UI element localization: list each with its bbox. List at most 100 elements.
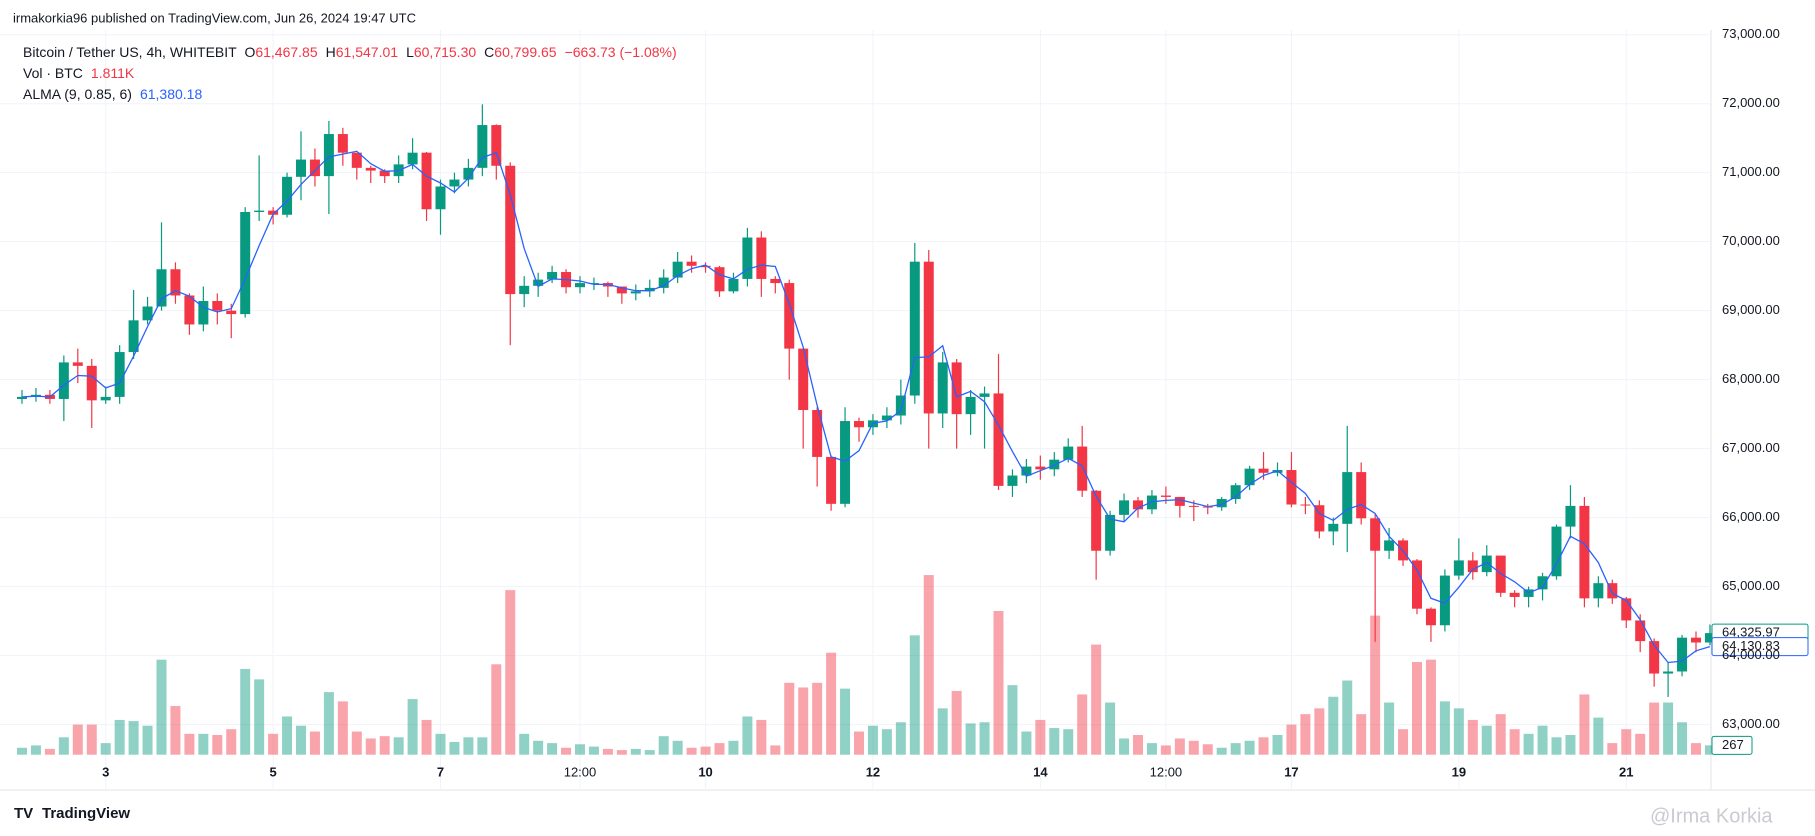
- candle-body: [812, 410, 823, 457]
- candle-body: [1551, 526, 1562, 577]
- candle-body: [881, 415, 892, 421]
- candle-body: [365, 167, 376, 171]
- volume-bar: [1579, 694, 1590, 755]
- candle-body: [1007, 475, 1018, 486]
- candle-body: [477, 125, 488, 168]
- x-tick-label: 5: [269, 764, 276, 779]
- volume-bar: [1286, 724, 1297, 755]
- volume-bar: [965, 723, 976, 755]
- volume-bar: [1495, 714, 1506, 755]
- volume-bar: [1160, 745, 1171, 755]
- candle-body: [1216, 499, 1227, 508]
- candle-body: [533, 279, 544, 286]
- candle-body: [1691, 637, 1701, 643]
- volume-bar: [268, 733, 279, 755]
- volume-bar: [1063, 729, 1074, 755]
- volume-bar: [1300, 714, 1311, 755]
- y-tick-label: 70,000.00: [1722, 233, 1780, 248]
- volume-bar: [1049, 728, 1060, 755]
- volume-bar: [184, 733, 195, 755]
- candle-body: [644, 287, 655, 292]
- symbol: Bitcoin / Tether US, 4h, WHITEBIT: [23, 44, 237, 60]
- volume-bar: [323, 692, 334, 755]
- volume-bar: [1551, 737, 1562, 755]
- vol-value: 1.811K: [91, 65, 135, 81]
- volume-bar: [100, 743, 111, 755]
- candle-body: [379, 170, 390, 177]
- y-tick-label: 65,000.00: [1722, 578, 1780, 593]
- candle-body: [937, 362, 948, 414]
- candle-body: [993, 393, 1004, 486]
- volume-bar: [1174, 738, 1185, 755]
- candle-body: [1649, 641, 1660, 674]
- volume-bar: [756, 719, 767, 755]
- volume-bar: [17, 747, 27, 755]
- candle-body: [1230, 485, 1241, 500]
- volume-tag: 267: [1722, 737, 1744, 752]
- volume-bar: [337, 701, 348, 755]
- volume-bar: [1481, 725, 1492, 755]
- alma-value: 61,380.18: [140, 86, 202, 102]
- alma-tag: 64,130.83: [1722, 638, 1780, 653]
- volume-bar: [1105, 702, 1116, 755]
- volume-bar: [72, 724, 83, 755]
- volume-bar: [826, 652, 837, 755]
- y-tick-label: 69,000.00: [1722, 302, 1780, 317]
- volume-bar: [449, 741, 460, 755]
- candle-body: [575, 283, 585, 288]
- candle-body: [1565, 505, 1576, 527]
- volume-bar: [1593, 717, 1604, 755]
- candle-body: [1384, 540, 1395, 551]
- candle-body: [1621, 598, 1632, 621]
- volume-bar: [1077, 694, 1088, 755]
- ohlc-value: 60,799.65: [494, 44, 556, 60]
- volume-bar: [505, 590, 516, 755]
- x-tick-label: 12:00: [564, 764, 597, 779]
- volume-bar: [1342, 680, 1353, 755]
- candle-body: [519, 285, 530, 295]
- candle-body: [505, 165, 516, 295]
- volume-bar: [1035, 719, 1046, 755]
- candle-body: [770, 278, 781, 284]
- volume-bar: [588, 746, 599, 755]
- legend-line-2: Vol · BTC 1.811K: [23, 65, 135, 81]
- x-tick-label: 19: [1452, 764, 1466, 779]
- candle-body: [463, 167, 474, 180]
- volume-bar: [700, 746, 711, 755]
- candle-body: [895, 395, 906, 416]
- volume-bar: [784, 682, 795, 755]
- x-tick-label: 17: [1284, 764, 1298, 779]
- candle-body: [1174, 496, 1185, 506]
- volume-bar: [1663, 702, 1674, 755]
- candle-body: [282, 176, 293, 215]
- candle-body: [1035, 466, 1046, 470]
- candle-body: [296, 159, 306, 177]
- volume-bar: [463, 737, 474, 755]
- volume-bar: [1398, 729, 1409, 755]
- volume-bar: [407, 699, 418, 755]
- volume-bar: [1356, 714, 1367, 755]
- volume-bar: [519, 733, 530, 755]
- candle-body: [449, 179, 460, 187]
- candle-body: [407, 152, 418, 165]
- volume-bar: [1565, 734, 1576, 755]
- candle-body: [588, 283, 599, 285]
- y-tick-label: 63,000.00: [1722, 716, 1780, 731]
- candle-body: [128, 320, 139, 353]
- volume-bar: [142, 725, 153, 755]
- volume-bar: [1537, 725, 1548, 755]
- candle-body: [1412, 560, 1422, 609]
- volume-bar: [477, 737, 488, 755]
- volume-bar: [170, 706, 181, 755]
- candle-body: [100, 396, 111, 401]
- candle-body: [1160, 495, 1171, 497]
- volume-bar: [1704, 745, 1715, 755]
- ohlc-key: C: [484, 44, 494, 60]
- candle-body: [86, 365, 97, 401]
- volume-bar: [854, 731, 864, 755]
- candle-body: [1063, 446, 1074, 460]
- candle-body: [198, 301, 209, 325]
- grid: [0, 30, 1711, 790]
